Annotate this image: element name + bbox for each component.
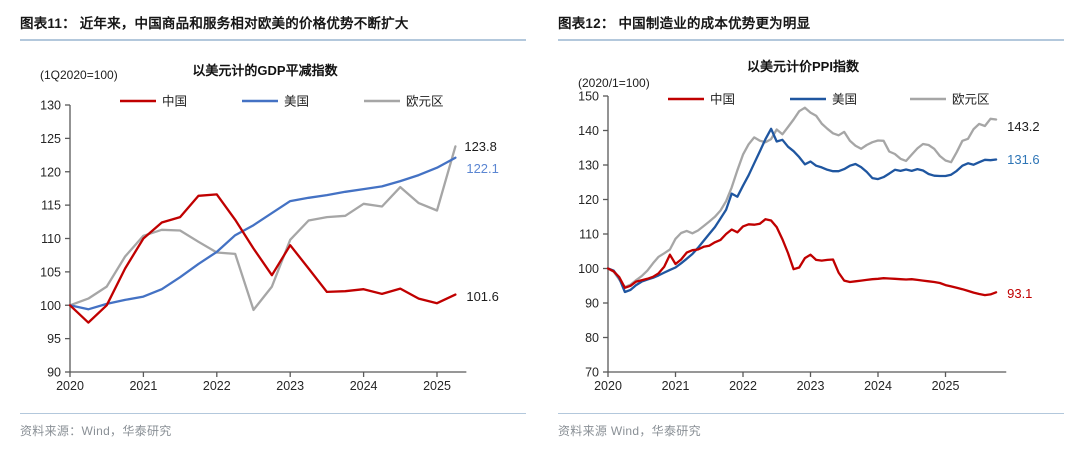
chart-panel-ppi: 图表12： 中国制造业的成本优势更为明显 (2020/1=100) 以美元计价PP… — [558, 12, 1078, 439]
chart-panel-gdp-deflator: 图表11： 近年来，中国商品和服务相对欧美的价格优势不断扩大 (1Q2020=1… — [20, 12, 540, 439]
y-tick-label: 115 — [41, 199, 61, 213]
y-tick-label: 130 — [40, 99, 61, 113]
x-tick-label: 2023 — [797, 379, 825, 393]
chart-title: 以美元计的GDP平减指数 — [192, 63, 338, 78]
x-tick-label: 2020 — [56, 379, 84, 393]
end-value-label-中国: 93.1 — [1007, 286, 1032, 301]
x-tick-label: 2024 — [864, 379, 892, 393]
x-tick-label: 2025 — [932, 379, 960, 393]
x-tick-label: 2022 — [729, 379, 757, 393]
y-tick-label: 120 — [40, 165, 61, 179]
x-tick-label: 2020 — [594, 379, 622, 393]
y-tick-label: 130 — [578, 159, 599, 173]
x-tick-label: 2025 — [423, 379, 451, 393]
figure-12-header: 图表12： 中国制造业的成本优势更为明显 — [558, 12, 1064, 41]
figure-12-source: 资料来源 Wind，华泰研究 — [558, 413, 1064, 439]
y-tick-label: 150 — [578, 90, 599, 104]
end-value-label-中国: 101.6 — [466, 289, 499, 304]
y-tick-label: 70 — [585, 366, 599, 380]
series-line-欧元区 — [606, 106, 998, 289]
y-tick-label: 80 — [585, 331, 599, 345]
y-tick-label: 120 — [578, 193, 599, 207]
end-value-label-美国: 131.6 — [1007, 152, 1040, 167]
figure-11-source: 资料来源：Wind，华泰研究 — [20, 413, 526, 439]
series-line-中国 — [606, 218, 998, 297]
y-tick-label: 100 — [578, 262, 599, 276]
y-tick-label: 95 — [47, 332, 61, 346]
series-line-中国 — [68, 193, 457, 324]
series-line-美国 — [606, 127, 998, 294]
unit-label: (1Q2020=100) — [40, 68, 118, 82]
x-tick-label: 2021 — [129, 379, 157, 393]
legend-label-中国: 中国 — [710, 92, 735, 107]
x-tick-label: 2021 — [662, 379, 690, 393]
unit-label: (2020/1=100) — [578, 76, 650, 90]
legend-label-欧元区: 欧元区 — [952, 93, 990, 107]
y-tick-label: 125 — [40, 132, 61, 146]
series-line-美国 — [68, 156, 457, 311]
x-tick-label: 2024 — [350, 379, 378, 393]
y-tick-label: 140 — [578, 124, 599, 138]
y-tick-label: 110 — [579, 228, 599, 242]
legend-label-中国: 中国 — [162, 94, 187, 109]
chart-title: 以美元计价PPI指数 — [747, 59, 860, 74]
legend-label-欧元区: 欧元区 — [406, 95, 444, 109]
y-tick-label: 90 — [47, 366, 61, 380]
y-tick-label: 110 — [41, 232, 61, 246]
x-tick-label: 2022 — [203, 379, 231, 393]
figure-11-header: 图表11： 近年来，中国商品和服务相对欧美的价格优势不断扩大 — [20, 12, 526, 41]
y-tick-label: 90 — [585, 297, 599, 311]
legend-label-美国: 美国 — [284, 95, 309, 109]
y-tick-label: 105 — [40, 265, 61, 279]
end-value-label-欧元区: 143.2 — [1007, 119, 1040, 134]
y-tick-label: 100 — [40, 299, 61, 313]
legend-label-美国: 美国 — [832, 93, 857, 107]
end-value-label-美国: 122.1 — [466, 161, 499, 176]
end-value-label-欧元区: 123.8 — [464, 139, 497, 154]
series-line-欧元区 — [68, 145, 457, 312]
x-tick-label: 2023 — [276, 379, 304, 393]
